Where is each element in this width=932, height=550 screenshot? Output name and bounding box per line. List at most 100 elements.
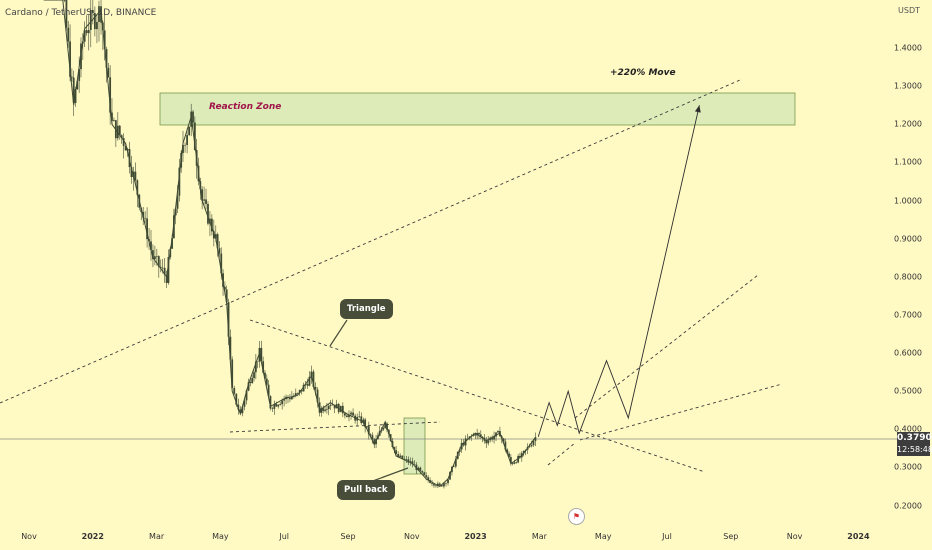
pullback-callout-pointer [369, 467, 409, 483]
candle-body [235, 393, 238, 405]
triangle-callout: Triangle [340, 299, 393, 319]
candle-body [283, 399, 285, 401]
candle-body [161, 267, 164, 269]
x-tick-label: May [594, 532, 612, 541]
candle-body [70, 76, 73, 78]
candle-body [515, 462, 518, 463]
candle-body [485, 440, 488, 444]
candle-body [247, 382, 250, 391]
candle-body [300, 390, 303, 392]
candle-body [289, 397, 291, 400]
x-tick-label: Sep [340, 532, 356, 541]
candle-body [155, 256, 158, 257]
candle-body [399, 455, 402, 457]
x-tick-label: Mar [149, 532, 165, 541]
y-tick-label: 1.0000 [894, 196, 922, 206]
candle-body [339, 405, 342, 413]
candle-body [243, 400, 246, 407]
candle-body [186, 135, 188, 145]
candle-body [358, 416, 361, 417]
candle-body [150, 241, 152, 251]
candle-body [294, 393, 297, 397]
candle-body [262, 361, 265, 373]
candle-body [318, 402, 321, 413]
candle-body [192, 111, 194, 123]
candle-body [207, 203, 209, 224]
candle-body [281, 400, 284, 405]
candle-body [176, 195, 179, 209]
candle-body [279, 404, 282, 405]
y-tick-label: 1.2000 [894, 119, 922, 129]
candle-body [265, 378, 268, 385]
candle-body [182, 144, 184, 153]
candle-body [227, 302, 230, 337]
candle-body [134, 171, 137, 181]
candle-body [65, 0, 68, 28]
candle-body [411, 461, 414, 465]
current-price-value: 0.3790 [897, 433, 932, 443]
candle-body [346, 415, 348, 418]
candle-body [231, 359, 234, 389]
candle-body [253, 372, 255, 379]
symbol-header[interactable]: Cardano / TetherUS, 1D, BINANCE [5, 8, 157, 18]
candles [63, 0, 537, 489]
candle-body [107, 67, 110, 78]
candle-body [113, 120, 115, 121]
candle-body [118, 125, 121, 136]
y-tick-label: 0.3000 [894, 462, 922, 472]
candle-body [314, 386, 317, 390]
candle-body [76, 80, 79, 90]
y-tick-label: 0.2000 [894, 501, 922, 511]
axis-unit-label: USDT [898, 6, 920, 15]
triangle-upper-line [249, 319, 706, 473]
candle-body [146, 218, 148, 240]
candle-body [417, 467, 420, 471]
candle-body [157, 256, 160, 267]
candle-body [171, 238, 173, 249]
candle-body [216, 234, 219, 249]
candle-body [193, 122, 196, 151]
candle-body [136, 180, 139, 195]
candle-body [267, 384, 270, 397]
candle-body [130, 167, 133, 177]
candle-body [184, 144, 186, 146]
y-tick-label: 0.7000 [894, 310, 922, 320]
candle-body [87, 29, 90, 34]
candle-body [522, 450, 525, 454]
candle-body [159, 266, 162, 268]
tradingview-flag-icon[interactable]: ⚑ [568, 508, 585, 525]
candle-body [111, 112, 113, 121]
candle-body [144, 217, 147, 219]
pullback-callout: Pull back [337, 480, 395, 500]
x-tick-label: Nov [403, 532, 420, 541]
candle-body [532, 440, 535, 446]
candle-body [273, 403, 276, 409]
candle-body [233, 388, 236, 394]
candle-body [223, 286, 226, 290]
candle-body [534, 437, 537, 441]
candle-body [506, 449, 509, 454]
candle-body [122, 138, 125, 146]
triangle-callout-pointer [329, 319, 348, 347]
candle-body [373, 439, 376, 445]
candle-body [260, 347, 263, 362]
candle-body [401, 455, 404, 459]
x-tick-label: Nov [21, 532, 37, 541]
candle-body [407, 459, 410, 463]
candle-body [239, 409, 242, 414]
candle-body [419, 467, 422, 471]
candle-body [487, 440, 490, 444]
candle-body [530, 445, 533, 447]
candle-body [421, 470, 424, 473]
candle-body [83, 30, 86, 42]
projection-arrowhead [694, 105, 701, 113]
candle-body [93, 13, 96, 30]
price-series-line [43, 0, 536, 488]
candle-body [369, 434, 372, 436]
candle-body [325, 409, 328, 410]
candle-body [67, 27, 70, 42]
candle-body [382, 427, 385, 430]
candle-body [308, 376, 311, 386]
